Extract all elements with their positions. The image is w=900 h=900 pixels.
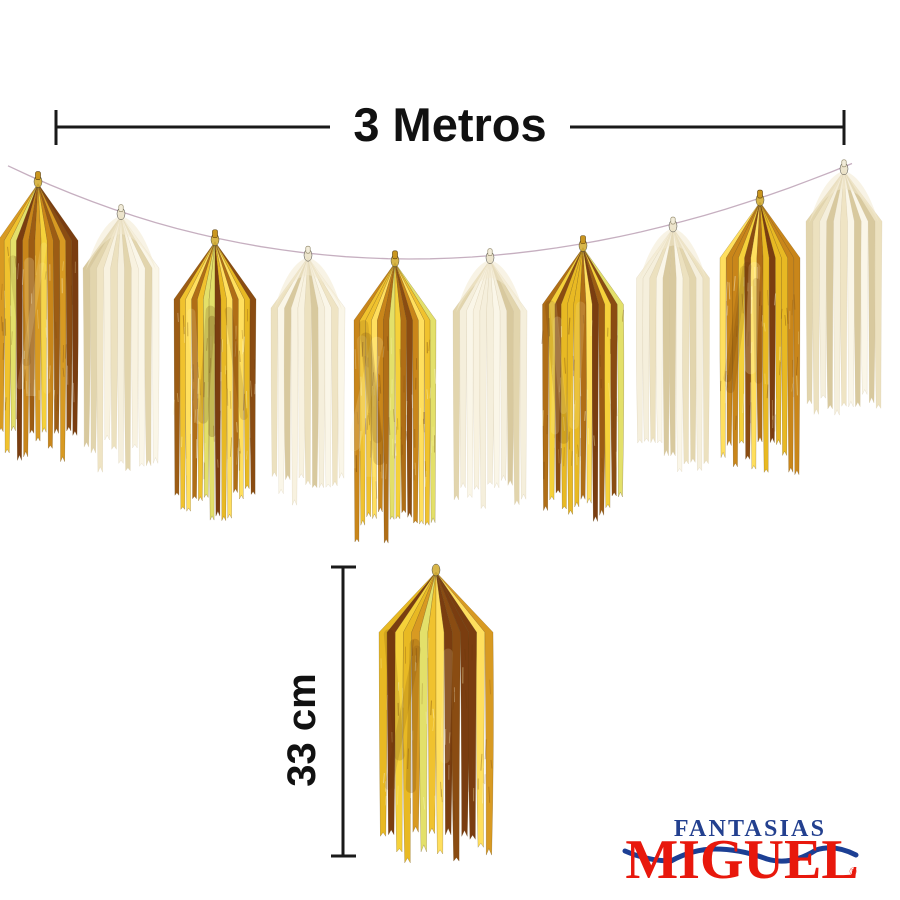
svg-text:33 cm: 33 cm xyxy=(280,673,324,786)
svg-text:MIGUEL: MIGUEL xyxy=(625,829,858,891)
svg-text:®: ® xyxy=(849,867,857,878)
svg-text:3 Metros: 3 Metros xyxy=(353,98,546,151)
